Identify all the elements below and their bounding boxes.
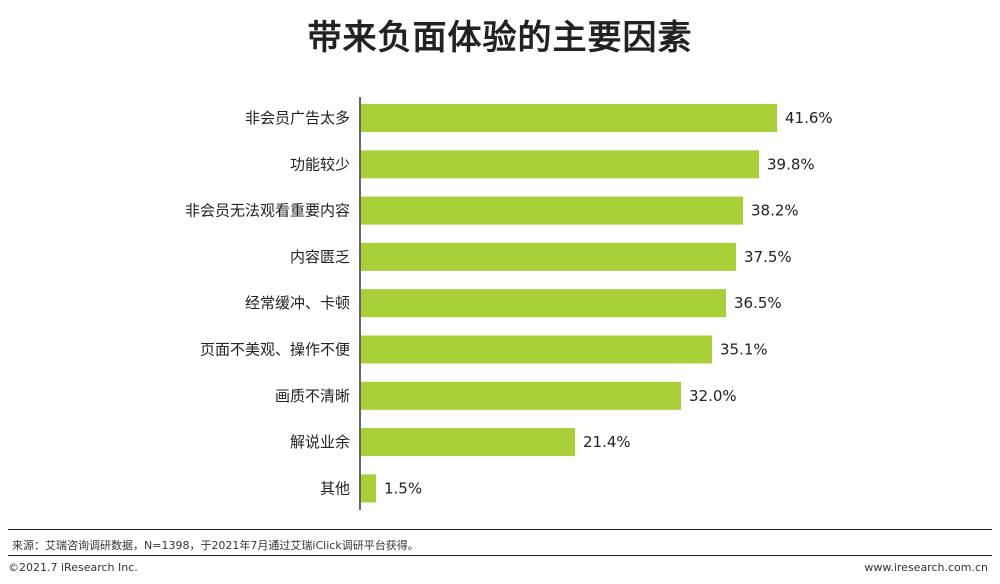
bar (361, 428, 575, 457)
website-text: www.iresearch.com.cn (864, 561, 988, 574)
value-label: 21.4% (583, 433, 631, 451)
bar (361, 474, 376, 503)
bar (361, 242, 736, 271)
value-label: 32.0% (689, 387, 737, 405)
footer-divider-bottom (8, 555, 992, 556)
source-note: 来源：艾瑞咨询调研数据，N=1398，于2021年7月通过艾瑞iClick调研平… (12, 539, 419, 552)
value-label: 39.8% (767, 155, 815, 173)
value-label: 38.2% (751, 202, 799, 220)
value-label: 41.6% (785, 109, 833, 127)
value-label: 35.1% (720, 341, 768, 359)
bar (361, 104, 777, 132)
bar (361, 196, 743, 225)
category-label: 非会员广告太多 (245, 109, 350, 127)
footer-divider-top (8, 529, 992, 530)
bar (361, 381, 681, 410)
category-label: 内容匮乏 (290, 248, 350, 266)
category-label: 画质不清晰 (275, 387, 350, 405)
chart-title: 带来负面体验的主要因素 (307, 18, 693, 58)
copyright-text: ©2021.7 iResearch Inc. (8, 561, 138, 574)
category-label: 解说业余 (290, 433, 350, 451)
value-label: 1.5% (384, 479, 422, 497)
category-label: 功能较少 (290, 155, 350, 173)
bar (361, 150, 759, 179)
value-label: 37.5% (744, 248, 792, 266)
category-label: 其他 (320, 479, 350, 497)
category-label: 经常缓冲、卡顿 (245, 294, 350, 312)
category-label: 非会员无法观看重要内容 (185, 202, 350, 220)
category-label: 页面不美观、操作不便 (200, 341, 350, 359)
bar (361, 335, 712, 364)
bar (361, 289, 726, 318)
value-label: 36.5% (734, 294, 782, 312)
bar-chart: 非会员广告太多 41.6% 功能较少 39.8% 非会员无法观看重要内容 38.2% 内容匮… (185, 97, 833, 510)
